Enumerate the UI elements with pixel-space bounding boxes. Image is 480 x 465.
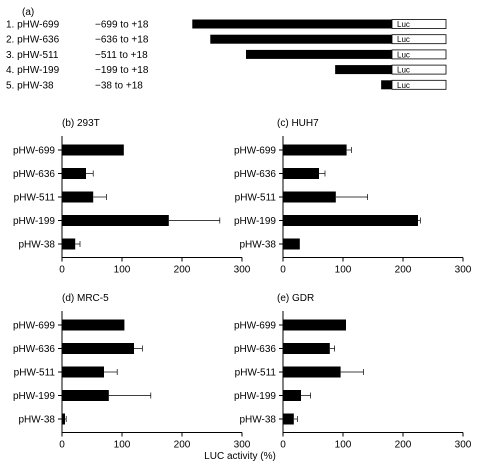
category-label: pHW-699 xyxy=(13,321,55,332)
category-label: pHW-38 xyxy=(19,240,56,251)
luc-reporter-box xyxy=(391,19,447,29)
category-label: pHW-38 xyxy=(240,415,277,426)
panel-title: (d) MRC-5 xyxy=(62,293,109,304)
category-label: pHW-636 xyxy=(13,344,55,355)
category-label: pHW-636 xyxy=(234,169,276,180)
x-tick-label: 100 xyxy=(335,440,352,451)
construct-range: −199 to +18 xyxy=(95,65,149,76)
bar xyxy=(283,366,341,378)
construct-label: 3. pHW-511 xyxy=(6,50,59,61)
x-axis-label: LUC activity (%) xyxy=(204,451,276,462)
category-label: pHW-38 xyxy=(19,415,56,426)
luc-label: Luc xyxy=(397,66,410,75)
construct-label: 1. pHW-699 xyxy=(6,20,60,31)
x-tick-label: 100 xyxy=(114,440,131,451)
x-tick-label: 200 xyxy=(395,440,412,451)
bar xyxy=(283,343,330,354)
bar xyxy=(62,168,86,179)
promoter-bar xyxy=(246,49,392,59)
category-label: pHW-636 xyxy=(234,344,276,355)
x-tick-label: 300 xyxy=(234,440,251,451)
construct-label: 5. pHW-38 xyxy=(6,80,54,91)
x-tick-label: 200 xyxy=(395,265,412,276)
construct-label: 2. pHW-636 xyxy=(6,35,60,46)
bar xyxy=(62,144,124,156)
bar xyxy=(62,390,109,401)
x-tick-label: 100 xyxy=(114,265,131,276)
x-tick-label: 300 xyxy=(234,265,251,276)
bar xyxy=(62,343,134,354)
category-label: pHW-199 xyxy=(234,216,276,227)
bar xyxy=(283,168,319,179)
x-tick-label: 0 xyxy=(280,265,286,276)
bar xyxy=(283,390,301,401)
panel-a-promoter-constructs: (a) 1. pHW-699 −699 to +18 Luc 2. pHW-636 −6… xyxy=(6,7,447,91)
construct-row: 4. pHW-199 −199 to +18 Luc xyxy=(6,64,447,76)
x-tick-label: 200 xyxy=(174,265,191,276)
x-tick-label: 0 xyxy=(59,440,65,451)
luc-label: Luc xyxy=(397,50,410,59)
x-tick-label: 300 xyxy=(455,265,472,276)
panel-title: (c) HUH7 xyxy=(277,118,319,129)
bar-chart-panels: (b) 293T 0 100 200 300 pHW-699 pHW-636 pHW-511 p… xyxy=(13,118,472,451)
luc-reporter-box xyxy=(391,34,447,45)
panel-title: (b) 293T xyxy=(62,118,100,129)
luc-reporter-box xyxy=(391,64,447,75)
construct-row: 2. pHW-636 −636 to +18 Luc xyxy=(6,34,447,46)
category-label: pHW-511 xyxy=(235,193,277,204)
bar xyxy=(62,366,104,378)
luc-label: Luc xyxy=(397,20,410,29)
category-label: pHW-511 xyxy=(14,193,56,204)
bar xyxy=(62,413,65,425)
x-tick-label: 300 xyxy=(455,440,472,451)
x-tick-label: 0 xyxy=(59,265,65,276)
construct-label: 4. pHW-199 xyxy=(6,65,60,76)
construct-row: 1. pHW-699 −699 to +18 Luc xyxy=(6,19,447,31)
x-tick-label: 200 xyxy=(174,440,191,451)
chart-panel: (c) HUH7 0 100 200 300 pHW-699 pHW-636 pHW-511 p… xyxy=(234,118,472,276)
category-label: pHW-199 xyxy=(234,391,276,402)
x-tick-label: 100 xyxy=(335,265,352,276)
construct-range: −38 to +18 xyxy=(95,80,143,91)
promoter-bar xyxy=(210,34,392,44)
construct-range: −699 to +18 xyxy=(95,20,149,31)
construct-range: −511 to +18 xyxy=(95,50,148,61)
construct-row: 3. pHW-511 −511 to +18 Luc xyxy=(6,49,447,61)
bar xyxy=(283,215,418,226)
bar xyxy=(283,191,336,203)
promoter-bar xyxy=(192,19,392,29)
bar xyxy=(62,191,94,203)
bar xyxy=(62,215,169,226)
chart-panel: (b) 293T 0 100 200 300 pHW-699 pHW-636 pHW-511 p… xyxy=(13,118,251,276)
x-tick-label: 0 xyxy=(280,440,286,451)
bar xyxy=(283,319,346,331)
promoter-bar xyxy=(381,80,392,90)
bar xyxy=(283,238,300,250)
category-label: pHW-38 xyxy=(240,240,277,251)
category-label: pHW-699 xyxy=(234,321,276,332)
category-label: pHW-699 xyxy=(13,146,55,157)
category-label: pHW-511 xyxy=(235,368,277,379)
panel-title: (e) GDR xyxy=(277,293,314,304)
chart-panel: (e) GDR 0 100 200 300 pHW-699 pHW-636 pHW-511 pH… xyxy=(234,293,472,451)
category-label: pHW-636 xyxy=(13,169,55,180)
construct-row: 5. pHW-38 −38 to +18 Luc xyxy=(6,79,447,91)
luc-label: Luc xyxy=(397,35,410,44)
panel-a-label: (a) xyxy=(22,7,34,18)
bar xyxy=(62,319,125,331)
construct-range: −636 to +18 xyxy=(95,35,149,46)
category-label: pHW-199 xyxy=(13,391,55,402)
category-label: pHW-699 xyxy=(234,146,276,157)
luc-label: Luc xyxy=(397,81,410,90)
luc-reporter-box xyxy=(391,79,447,90)
bar xyxy=(283,413,294,425)
bar xyxy=(62,238,76,250)
bar xyxy=(283,144,347,156)
chart-panel: (d) MRC-5 0 100 200 300 pHW-699 pHW-636 pHW-511… xyxy=(13,293,251,451)
luc-reporter-box xyxy=(391,49,447,60)
promoter-bar xyxy=(335,65,392,75)
category-label: pHW-511 xyxy=(14,368,56,379)
category-label: pHW-199 xyxy=(13,216,55,227)
